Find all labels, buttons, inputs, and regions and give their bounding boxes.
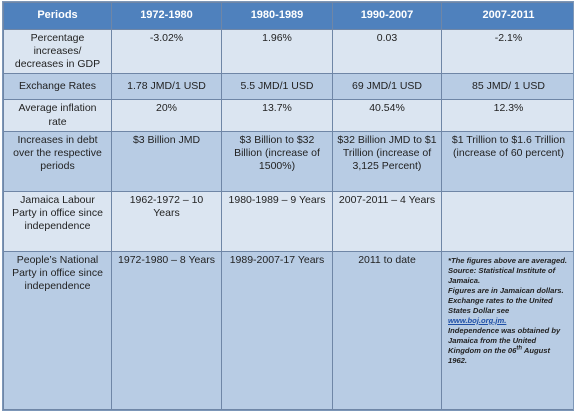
data-table: Periods 1972-1980 1980-1989 1990-2007 20… xyxy=(3,2,573,410)
table-row-inflation: Average inflation rate 20% 13.7% 40.54% … xyxy=(3,99,573,132)
header-2007-2011: 2007-2011 xyxy=(441,2,573,30)
table-row-pnp: People’s National Party in office since … xyxy=(3,250,573,410)
row-label: Jamaica Labour Party in office since ind… xyxy=(3,190,112,252)
table-row-jlp: Jamaica Labour Party in office since ind… xyxy=(3,190,573,252)
footnote-independence: Independence was obtained by Jamaica fro… xyxy=(448,326,571,366)
table-cell: 20% xyxy=(111,99,222,132)
footnote-exchange: Exchange rates to the United States Doll… xyxy=(448,295,553,315)
table-row-gdp: Percentage increases/ decreases in GDP -… xyxy=(3,28,573,75)
table-cell: $3 Billion to $32 Billion (increase of 1… xyxy=(221,130,333,192)
table-cell: 85 JMD/ 1 USD xyxy=(441,73,573,101)
footnote-independence-text: Independence was obtained by Jamaica fro… xyxy=(448,325,561,355)
row-label: Percentage increases/ decreases in GDP xyxy=(3,28,112,75)
footnote: *The figures above are averaged. Source:… xyxy=(441,250,573,410)
table-cell: 1.78 JMD/1 USD xyxy=(111,73,222,101)
table-cell: 40.54% xyxy=(332,99,442,132)
footnote-source: Source: Statistical Institute of Jamaica… xyxy=(448,265,556,285)
table-row-exchange: Exchange Rates 1.78 JMD/1 USD 5.5 JMD/1 … xyxy=(3,73,573,101)
table-cell: 13.7% xyxy=(221,99,333,132)
table-cell: 2007-2011 – 4 Years xyxy=(332,190,442,252)
table-cell: $3 Billion JMD xyxy=(111,130,222,192)
footnote-currency: Figures are in Jamaican dollars. xyxy=(448,285,564,295)
header-1972-1980: 1972-1980 xyxy=(111,2,222,30)
header-periods: Periods xyxy=(3,2,112,30)
row-label: Increases in debt over the respective pe… xyxy=(3,130,112,192)
footnote-averaged: *The figures above are averaged. xyxy=(448,255,568,265)
row-label: Average inflation rate xyxy=(3,99,112,132)
table-cell xyxy=(441,190,573,252)
table-cell: 1962-1972 – 10 Years xyxy=(111,190,222,252)
boj-link[interactable]: www.boj.org.jm. xyxy=(448,315,507,325)
table-cell: 5.5 JMD/1 USD xyxy=(221,73,333,101)
header-row: Periods 1972-1980 1980-1989 1990-2007 20… xyxy=(3,2,573,30)
table-cell: 12.3% xyxy=(441,99,573,132)
footnote-sup: th xyxy=(516,345,523,352)
row-label: People’s National Party in office since … xyxy=(3,250,112,410)
table-cell: $1 Trillion to $1.6 Trillion (increase o… xyxy=(441,130,573,192)
table-cell: 1972-1980 – 8 Years xyxy=(111,250,222,410)
header-1990-2007: 1990-2007 xyxy=(332,2,442,30)
table-cell: 1.96% xyxy=(221,28,333,75)
table-cell: -3.02% xyxy=(111,28,222,75)
table-cell: -2.1% xyxy=(441,28,573,75)
header-1980-1989: 1980-1989 xyxy=(221,2,333,30)
footnote-independence-date: August 1962. xyxy=(448,345,550,365)
row-label: Exchange Rates xyxy=(3,73,112,101)
table-cell: 69 JMD/1 USD xyxy=(332,73,442,101)
table-row-debt: Increases in debt over the respective pe… xyxy=(3,130,573,192)
table-cell: 2011 to date xyxy=(332,250,442,410)
table-cell: $32 Billion JMD to $1 Trillion (increase… xyxy=(332,130,442,192)
table-cell: 1989-2007-17 Years xyxy=(221,250,333,410)
table-cell: 1980-1989 – 9 Years xyxy=(221,190,333,252)
table-cell: 0.03 xyxy=(332,28,442,75)
